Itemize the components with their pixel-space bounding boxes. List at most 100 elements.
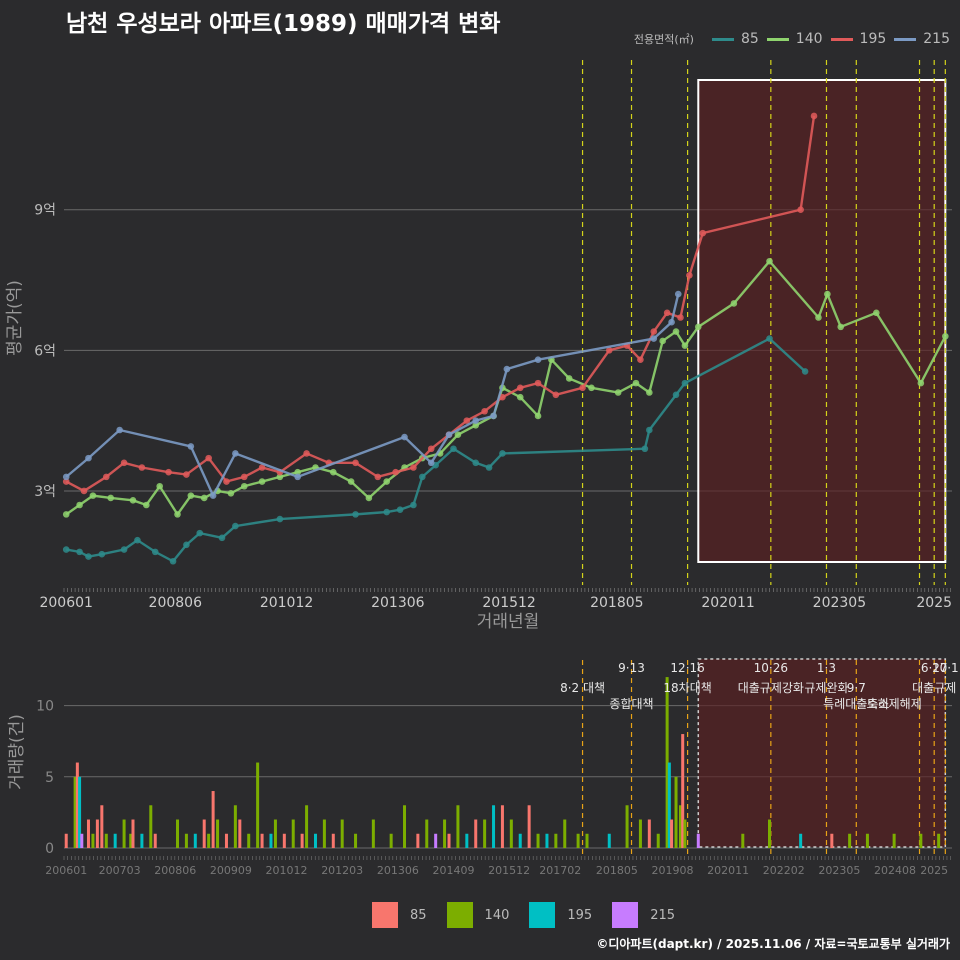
bar-x-tick-label: 202202 bbox=[763, 864, 805, 877]
data-point-85 bbox=[196, 529, 204, 537]
data-point-140 bbox=[294, 468, 301, 476]
data-point-85 bbox=[151, 548, 159, 556]
policy-annotation: 종합대책 bbox=[609, 696, 653, 711]
data-point-215 bbox=[209, 492, 217, 499]
volume-bar-85 bbox=[238, 819, 242, 848]
volume-bar-195 bbox=[78, 776, 82, 848]
volume-bar-195 bbox=[140, 833, 144, 848]
data-point-85 bbox=[76, 548, 83, 556]
data-point-85 bbox=[499, 450, 506, 457]
volume-bar-140 bbox=[585, 833, 589, 848]
data-point-195 bbox=[120, 459, 128, 467]
volume-bar-195 bbox=[113, 833, 117, 848]
data-point-140 bbox=[672, 328, 680, 335]
volume-bar-140 bbox=[371, 819, 375, 848]
volume-bar-195 bbox=[607, 833, 611, 848]
series-line-215 bbox=[65, 293, 680, 499]
data-point-215 bbox=[62, 473, 70, 481]
data-point-195 bbox=[650, 328, 658, 335]
data-point-215 bbox=[427, 459, 435, 467]
volume-bar-140 bbox=[129, 833, 133, 848]
volume-bar-85 bbox=[527, 805, 531, 848]
series-line-140 bbox=[65, 259, 947, 517]
data-point-195 bbox=[579, 384, 586, 392]
volume-bar-215 bbox=[434, 833, 438, 848]
legend-top-label: 195 bbox=[859, 31, 887, 47]
bar-x-tick-label: 2025 bbox=[920, 864, 948, 877]
volume-bar-140 bbox=[73, 776, 77, 848]
data-point-140 bbox=[472, 422, 480, 429]
data-point-140 bbox=[766, 257, 773, 265]
volume-bar-85 bbox=[260, 833, 264, 848]
volume-bar-140 bbox=[576, 833, 580, 848]
volume-bar-195 bbox=[313, 833, 317, 848]
policy-annotation: 1·3 bbox=[817, 661, 836, 675]
bar-x-tick-label: 201012 bbox=[266, 864, 308, 877]
data-point-140 bbox=[837, 323, 845, 331]
data-point-140 bbox=[276, 473, 284, 481]
policy-annotation: 대출규제강화 bbox=[738, 681, 804, 695]
data-point-195 bbox=[686, 272, 693, 279]
data-point-140 bbox=[516, 393, 524, 401]
data-point-140 bbox=[89, 492, 97, 499]
data-point-85 bbox=[352, 511, 359, 518]
data-point-140 bbox=[730, 300, 738, 307]
volume-bar-85 bbox=[95, 819, 99, 848]
data-point-195 bbox=[258, 464, 266, 471]
data-point-195 bbox=[516, 384, 524, 392]
y-tick-label: 3억 bbox=[34, 484, 56, 500]
volume-bar-85 bbox=[100, 805, 104, 848]
volume-bar-140 bbox=[104, 833, 108, 848]
volume-bar-140 bbox=[403, 805, 407, 848]
volume-bar-85 bbox=[86, 819, 90, 848]
data-point-215 bbox=[534, 356, 542, 363]
data-point-140 bbox=[454, 431, 462, 438]
legend-bottom-item-140: 140 bbox=[446, 902, 509, 928]
volume-bar-85 bbox=[131, 819, 135, 848]
legend-top: 전용면적(㎡) 85 140 195 215 bbox=[634, 31, 950, 47]
data-point-195 bbox=[240, 473, 248, 481]
data-point-195 bbox=[427, 445, 435, 453]
volume-bar-195 bbox=[545, 833, 549, 848]
bar-y-tick-label: 5 bbox=[45, 770, 54, 786]
data-point-140 bbox=[942, 332, 949, 340]
volume-bar-85 bbox=[75, 762, 79, 848]
bar-y-axis-title: 거래량(건) bbox=[7, 714, 27, 790]
volume-bar-140 bbox=[678, 805, 682, 848]
data-point-140 bbox=[659, 337, 666, 345]
data-point-140 bbox=[129, 497, 137, 504]
data-point-215 bbox=[650, 335, 658, 342]
x-tick-label: 201512 bbox=[482, 595, 535, 611]
bar-x-tick-label: 201908 bbox=[651, 864, 693, 877]
legend-top-item-215: 215 bbox=[894, 31, 950, 47]
policy-annotation: 18차대책 bbox=[663, 680, 711, 695]
data-point-85 bbox=[672, 391, 680, 399]
volume-bar-140 bbox=[638, 819, 642, 848]
data-point-195 bbox=[463, 417, 471, 424]
series-line-85 bbox=[66, 337, 806, 563]
volume-bar-140 bbox=[656, 833, 660, 848]
x-tick-label: 202305 bbox=[813, 595, 866, 611]
x-tick-label: 201805 bbox=[590, 595, 643, 611]
volume-bar-85 bbox=[300, 833, 304, 848]
volume-bar-140 bbox=[443, 819, 447, 848]
data-point-85 bbox=[120, 546, 128, 553]
bar-x-tick-label: 201203 bbox=[321, 864, 363, 877]
volume-bar-85 bbox=[830, 833, 834, 848]
volume-bar-140 bbox=[176, 819, 180, 848]
data-point-140 bbox=[227, 489, 235, 497]
x-axis-title: 거래년월 bbox=[477, 612, 540, 632]
data-point-195 bbox=[499, 393, 506, 401]
volume-bar-140 bbox=[892, 833, 896, 848]
data-point-85 bbox=[98, 550, 106, 558]
volume-bar-140 bbox=[354, 833, 358, 848]
data-point-195 bbox=[663, 309, 671, 317]
volume-bar-85 bbox=[416, 833, 420, 848]
data-point-140 bbox=[174, 511, 181, 518]
data-point-140 bbox=[917, 379, 925, 387]
volume-bar-195 bbox=[465, 833, 469, 848]
volume-bar-195 bbox=[518, 833, 522, 848]
data-point-195 bbox=[165, 468, 172, 476]
legend-bottom-item-215: 215 bbox=[612, 902, 675, 928]
y-tick-label: 9억 bbox=[34, 203, 56, 219]
